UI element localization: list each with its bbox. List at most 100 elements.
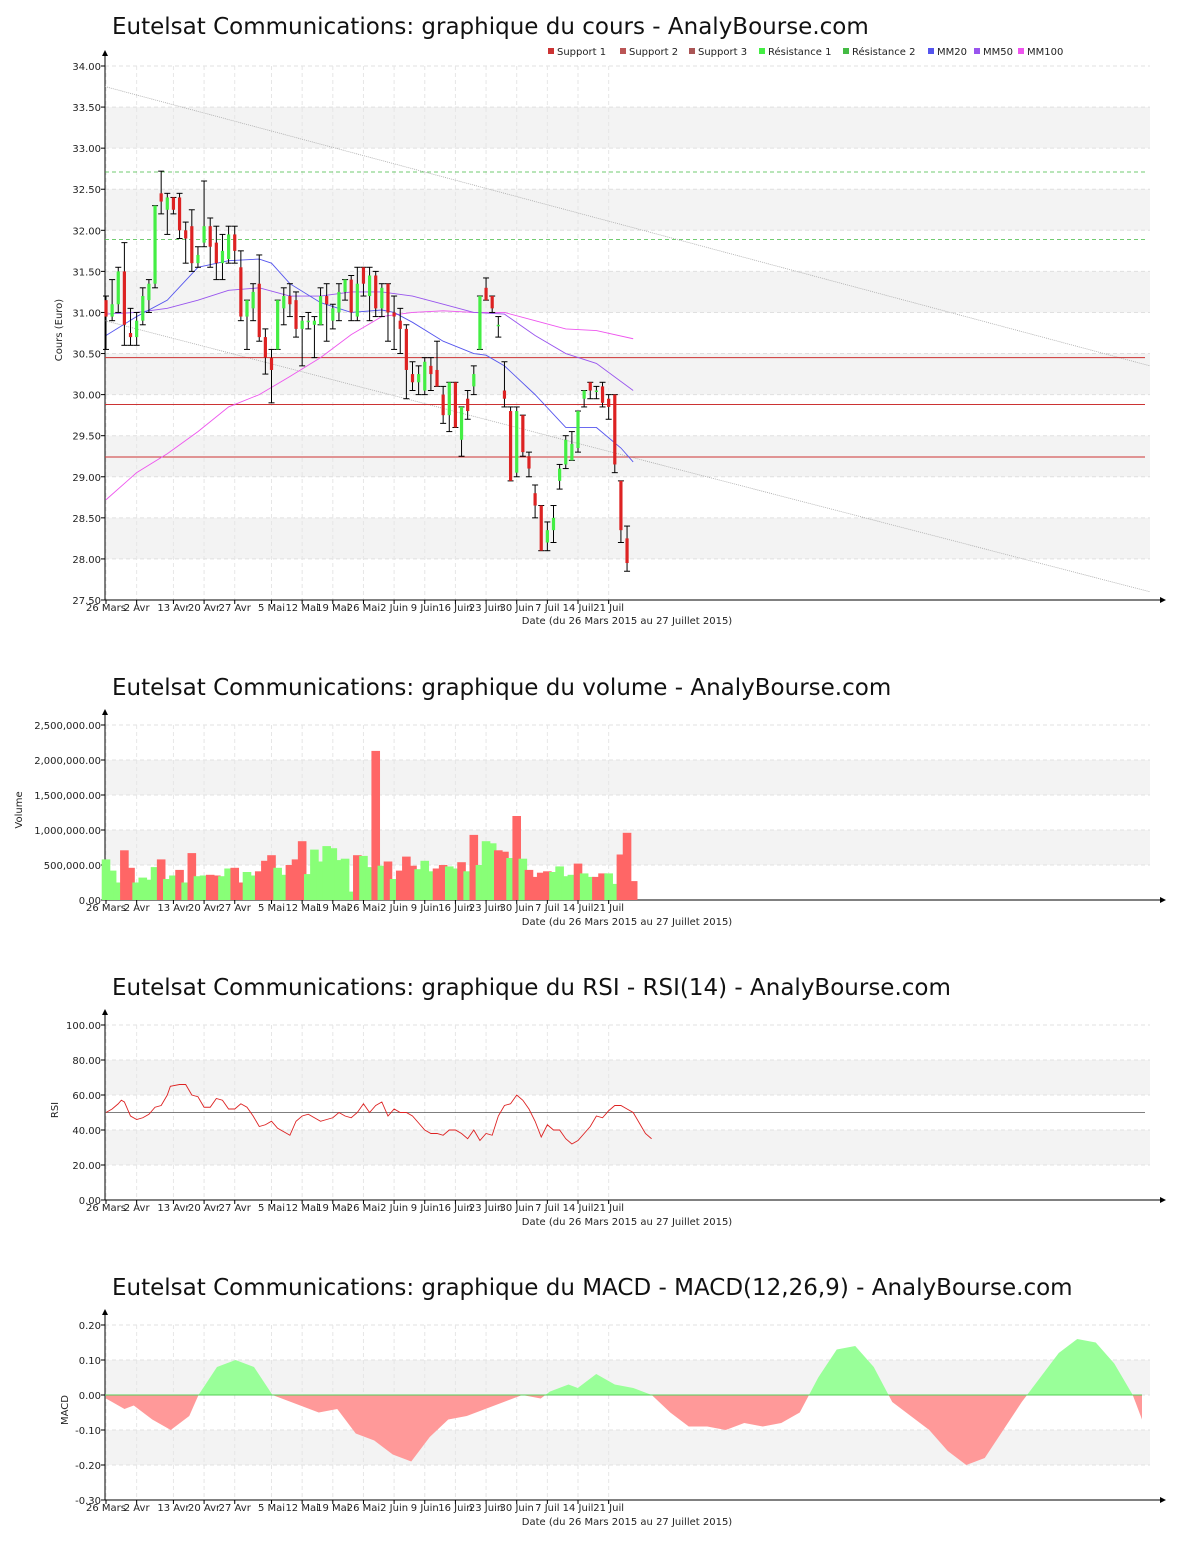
legend-swatch [620, 48, 626, 54]
volume-bar [175, 869, 184, 900]
macd-area-positive [545, 1374, 652, 1395]
volume-bar [408, 865, 417, 900]
price-xtick-label: 26 Mai [347, 603, 380, 614]
rsi-y-label: RSI [50, 1102, 61, 1118]
candle-body [558, 468, 562, 481]
macd-xtick-label: 16 Juin [438, 1503, 472, 1514]
candle-body [165, 197, 169, 210]
candle-body [349, 279, 353, 313]
candle-body [594, 390, 598, 393]
rsi-xtick-label: 21 Juil [593, 1203, 624, 1214]
candle-body [227, 234, 231, 260]
volume-bar [475, 865, 485, 900]
candle-body [539, 505, 543, 551]
candle-body [128, 333, 133, 338]
candle-body [361, 267, 366, 284]
volume-bar [604, 873, 613, 900]
candle-body [294, 300, 298, 329]
legend-item: Résistance 2 [852, 46, 915, 58]
price-band [105, 189, 1150, 231]
candle-body [545, 530, 549, 543]
candle-body [496, 324, 500, 327]
candle-body [570, 443, 574, 461]
candle-body [392, 312, 396, 317]
price-x-label: Date (du 26 Mars 2015 au 27 Juillet 2015… [522, 616, 733, 627]
volume-xtick-label: 26 Mai [347, 903, 380, 914]
price-xtick-label: 7 Juil [535, 603, 559, 614]
volume-ytick-label: 1,000,000.00 [34, 826, 101, 837]
volume-xtick-label: 13 Avr [157, 903, 190, 914]
candle-body [122, 271, 126, 325]
volume-ytick-label: 1,500,000.00 [34, 791, 101, 802]
volume-bar [567, 874, 577, 900]
volume-bar [371, 750, 381, 900]
price-ytick-label: 30.00 [72, 391, 101, 402]
price-xtick-label: 26 Mars [86, 603, 126, 614]
volume-bar [328, 848, 338, 900]
volume-bar [561, 876, 571, 900]
rsi-xtick-label: 30 Juin [500, 1203, 534, 1214]
volume-bar [573, 863, 583, 900]
candle-body [171, 197, 176, 210]
price-xtick-label: 13 Avr [157, 603, 190, 614]
volume-bar [438, 865, 448, 900]
macd-xtick-label: 9 Juin [411, 1503, 439, 1514]
price-xtick-label: 16 Juin [438, 603, 472, 614]
macd-xtick-label: 12 Mai [285, 1503, 318, 1514]
price-chart-title: Eutelsat Communications: graphique du co… [112, 14, 869, 40]
legend-item: MM50 [983, 47, 1013, 58]
volume-bar [316, 861, 325, 900]
macd-xtick-label: 5 Mai [258, 1503, 285, 1514]
volume-bar [163, 879, 172, 900]
volume-bar [107, 870, 117, 900]
candle-body [331, 308, 335, 321]
candle-body [276, 300, 280, 350]
price-xtick-label: 5 Mai [258, 603, 285, 614]
price-ytick-label: 34.00 [72, 62, 101, 73]
volume-bar [432, 868, 442, 900]
rsi-band [105, 1060, 1150, 1095]
volume-bar [303, 874, 313, 900]
candle-body [576, 411, 580, 449]
candle-body [521, 415, 525, 453]
candle-body [423, 361, 427, 391]
volume-bar [156, 859, 166, 900]
macd-xtick-label: 14 Juil [563, 1503, 594, 1514]
volume-bar [267, 855, 276, 900]
volume-bar [359, 855, 368, 900]
candle-body [269, 357, 274, 370]
macd-area-negative [888, 1395, 1028, 1465]
candle-body [435, 369, 439, 387]
macd-xtick-label: 13 Avr [157, 1503, 190, 1514]
price-band [105, 353, 1150, 395]
macd-xtick-label: 7 Juil [535, 1503, 559, 1514]
candle-body [104, 300, 108, 317]
volume-ytick-label: 0.00 [79, 896, 101, 907]
rsi-ytick-label: 80.00 [72, 1056, 101, 1067]
candle-body [318, 296, 323, 325]
legend-item: Résistance 1 [768, 46, 831, 58]
macd-x-label: Date (du 26 Mars 2015 au 27 Juillet 2015… [522, 1517, 733, 1528]
macd-ytick-label: 0.10 [79, 1356, 101, 1367]
price-ytick-label: 28.00 [72, 555, 101, 566]
volume-xtick-label: 14 Juil [563, 903, 594, 914]
candle-body [404, 328, 408, 370]
volume-xtick-label: 27 Avr [219, 903, 252, 914]
volume-xtick-label: 9 Juin [411, 903, 439, 914]
rsi-xtick-label: 12 Mai [285, 1203, 318, 1214]
candle-body [386, 283, 390, 313]
rsi-ytick-label: 100.00 [66, 1021, 101, 1032]
rsi-xtick-label: 2 Juin [380, 1203, 408, 1214]
rsi-xtick-label: 23 Juin [469, 1203, 503, 1214]
candle-body [184, 230, 188, 239]
price-band [105, 435, 1150, 477]
macd-xtick-label: 26 Mars [86, 1503, 126, 1514]
price-ytick-label: 29.00 [72, 473, 101, 484]
price-xtick-label: 2 Juin [380, 603, 408, 614]
volume-bar [457, 862, 466, 900]
candle-body [196, 254, 200, 264]
price-x-arrow [1160, 597, 1166, 603]
candle-body [153, 205, 157, 284]
volume-bar [463, 871, 472, 900]
